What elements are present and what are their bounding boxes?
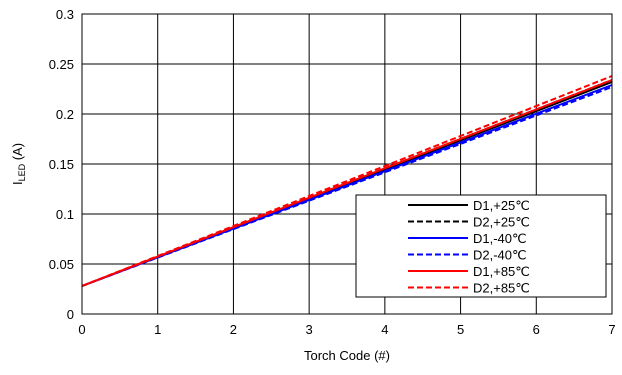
x-axis-label: Torch Code (#) [304, 348, 390, 363]
y-tick-label: 0.25 [49, 57, 74, 72]
y-tick-label: 0.05 [49, 257, 74, 272]
legend-label: D2,+25℃ [473, 215, 530, 230]
legend-label: D2,-40℃ [473, 248, 527, 263]
plot-frame [81, 13, 613, 315]
x-tick-label: 7 [608, 322, 615, 337]
x-tick-label: 6 [533, 322, 540, 337]
y-tick-labels: 0 0.05 0.1 0.15 0.2 0.25 0.3 [49, 7, 74, 322]
x-tick-label: 1 [154, 322, 161, 337]
series-lines [81, 75, 613, 287]
x-tick-label: 5 [457, 322, 464, 337]
x-tick-labels: 0 1 2 3 4 5 6 7 [78, 322, 615, 337]
y-axis-label-unit: (A) [10, 143, 25, 164]
y-tick-label: 0.1 [56, 207, 74, 222]
legend-label: D1,+85℃ [473, 264, 530, 279]
x-tick-label: 3 [306, 322, 313, 337]
y-axis-label: ILED (A) [10, 143, 27, 185]
y-tick-label: 0.2 [56, 107, 74, 122]
legend-box [355, 194, 607, 298]
x-tick-label: 0 [78, 322, 85, 337]
y-axis-label-main: I [10, 181, 25, 185]
legend: D1,+25℃ D2,+25℃D1,-40℃ D2,-40℃D1,+85℃ D2,+8… [355, 194, 607, 298]
y-tick-label: 0.15 [49, 157, 74, 172]
x-tick-label: 4 [381, 322, 388, 337]
y-tick-label: 0.3 [56, 7, 74, 22]
y-axis-label-sub: LED [17, 163, 27, 181]
y-tick-label: 0 [67, 307, 74, 322]
series-line [81, 86, 613, 287]
legend-label: D2,+85℃ [473, 281, 530, 296]
legend-label: D1,-40℃ [473, 231, 527, 246]
series-line [81, 75, 613, 287]
legend-label: D1,+25℃ [473, 198, 530, 213]
x-tick-label: 2 [230, 322, 237, 337]
